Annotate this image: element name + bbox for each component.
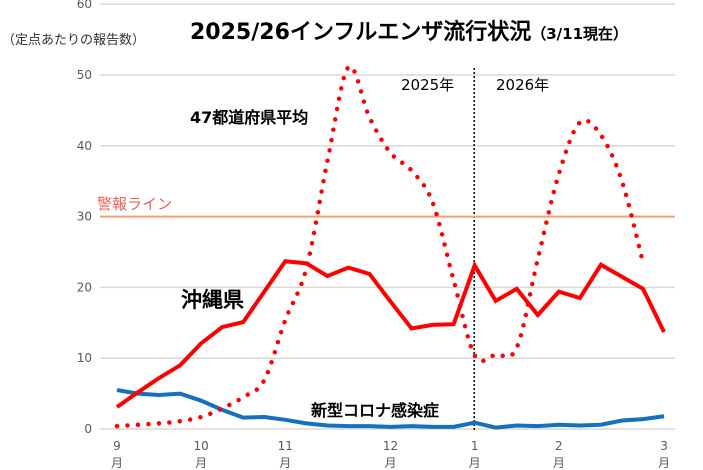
x-tick-label: 1	[471, 439, 479, 453]
x-tick-label: 2	[555, 439, 563, 453]
y-tick-label: 30	[77, 210, 92, 224]
x-tick-unit: 月	[658, 456, 670, 470]
x-tick-label: 10	[194, 439, 209, 453]
y-tick-label: 10	[77, 351, 92, 365]
y-tick-label: 60	[77, 0, 92, 11]
x-tick-unit: 月	[279, 456, 291, 470]
title-text: 2025/26インフルエンザ流行状況	[190, 20, 532, 45]
subtitle-text: （3/11現在）	[531, 25, 629, 43]
y-axis-label: （定点あたりの報告数）	[2, 33, 146, 48]
x-tick-label: 12	[383, 439, 398, 453]
x-tick-label: 9	[113, 439, 121, 453]
chart-title: 2025/26インフルエンザ流行状況（3/11現在）	[190, 14, 628, 46]
x-tick-label: 3	[660, 439, 668, 453]
legend-covid-label: 新型コロナ感染症	[311, 401, 440, 420]
x-tick-unit: 月	[195, 456, 207, 470]
series-nationwide	[114, 64, 646, 429]
y-tick-label: 40	[77, 139, 92, 153]
x-tick-unit: 月	[553, 456, 565, 470]
x-tick-labels: 9 月 10 月 11 月 12 月 1 月 2 月 3 月	[111, 439, 670, 470]
series-line	[114, 64, 646, 429]
x-tick-unit: 月	[111, 456, 123, 470]
x-tick-unit: 月	[385, 456, 397, 470]
legend-okinawa-label: 沖縄県	[181, 288, 244, 312]
threshold-label: 警報ライン	[97, 195, 173, 213]
year-label-2026: 2026年	[496, 76, 550, 94]
y-tick-label: 20	[77, 280, 92, 294]
x-tick-label: 11	[278, 439, 293, 453]
series-okinawa	[115, 259, 666, 409]
year-label-2025: 2025年	[401, 76, 455, 94]
y-tick-label: 50	[77, 68, 92, 82]
x-tick-unit: 月	[469, 456, 481, 470]
y-tick-label: 0	[84, 422, 92, 436]
series-group	[114, 64, 666, 430]
legend-nationwide-label: 47都道府県平均	[190, 108, 309, 127]
y-tick-labels: 0 10 20 30 40 50 60	[77, 0, 92, 436]
